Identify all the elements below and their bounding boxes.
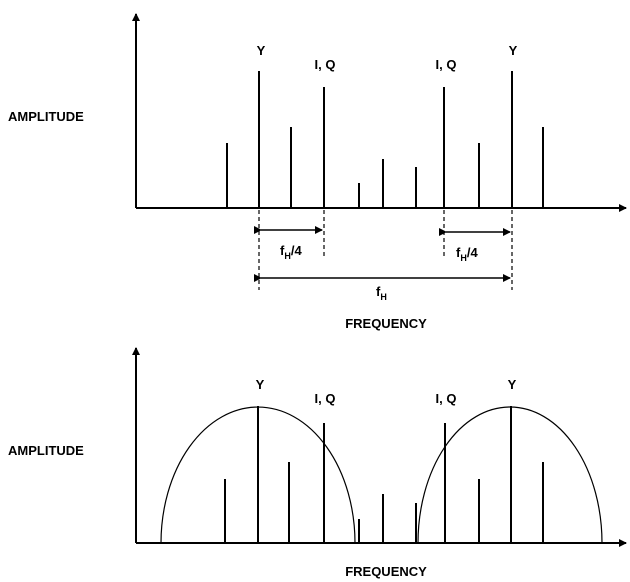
bottom-label-y-right: Y [508,377,517,392]
dim-label-short-right: fH/4 [456,245,478,263]
top-frequency-label: FREQUENCY [345,316,427,331]
top-label-iq-left: I, Q [315,57,336,72]
bottom-spectral-lines [224,406,544,543]
top-label-y-right: Y [509,43,518,58]
bottom-label-iq-right: I, Q [436,391,457,406]
top-spectral-lines [226,71,544,208]
bottom-label-iq-left: I, Q [315,391,336,406]
bottom-amplitude-label: AMPLITUDE [8,443,84,458]
bottom-frequency-label: FREQUENCY [345,564,427,579]
bottom-panel: AMPLITUDE Y I, Q I, Q Y FREQUENCY [8,347,627,579]
top-label-iq-right: I, Q [436,57,457,72]
top-label-y-left: Y [257,43,266,58]
top-amplitude-label: AMPLITUDE [8,109,84,124]
dim-label-long: fH [376,284,387,302]
top-dimension-arrows [254,226,511,282]
bottom-label-y-left: Y [256,377,265,392]
top-panel: AMPLITUDE Y I, Q I, Q Y fH/4 fH/4 fH FRE… [8,13,627,331]
dim-label-short-left: fH/4 [280,243,302,261]
